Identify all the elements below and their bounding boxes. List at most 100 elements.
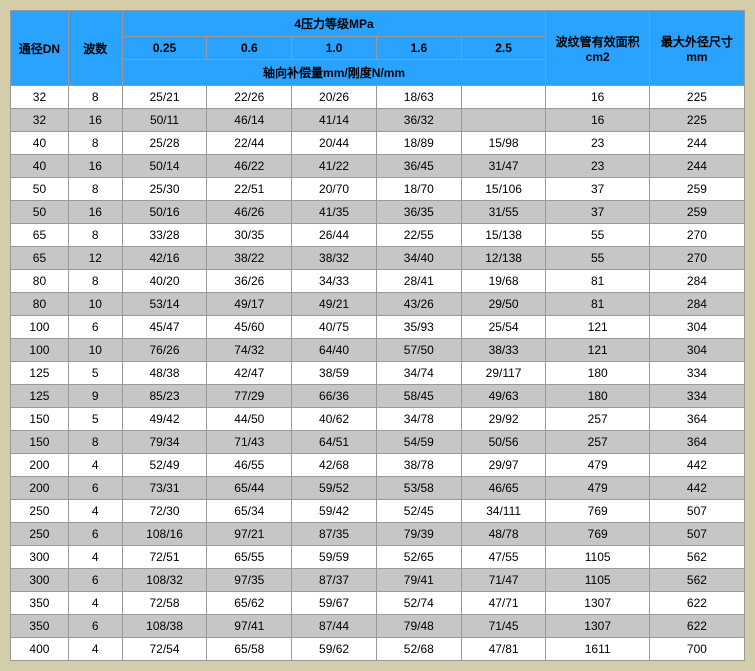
cell-p16: 79/41 <box>376 569 461 592</box>
cell-p025: 73/31 <box>122 477 207 500</box>
cell-dn: 65 <box>11 247 69 270</box>
cell-dn: 80 <box>11 293 69 316</box>
cell-p10: 38/59 <box>292 362 377 385</box>
col-header-p25: 2.5 <box>461 37 546 60</box>
cell-dn: 250 <box>11 500 69 523</box>
cell-p16: 35/93 <box>376 316 461 339</box>
table-row: 651242/1638/2238/3234/4012/13855270 <box>11 247 745 270</box>
cell-dn: 40 <box>11 132 69 155</box>
table-row: 150549/4244/5040/6234/7829/92257364 <box>11 408 745 431</box>
cell-area: 769 <box>546 523 649 546</box>
cell-dn: 150 <box>11 408 69 431</box>
cell-p025: 79/34 <box>122 431 207 454</box>
cell-bo: 6 <box>68 523 122 546</box>
cell-od: 507 <box>649 500 744 523</box>
cell-p16: 79/39 <box>376 523 461 546</box>
cell-p06: 65/58 <box>207 638 292 661</box>
cell-p06: 74/32 <box>207 339 292 362</box>
cell-bo: 6 <box>68 316 122 339</box>
cell-od: 304 <box>649 316 744 339</box>
cell-p25 <box>461 109 546 132</box>
cell-area: 55 <box>546 224 649 247</box>
cell-p06: 65/44 <box>207 477 292 500</box>
cell-area: 479 <box>546 454 649 477</box>
cell-p06: 65/62 <box>207 592 292 615</box>
table-row: 32825/2122/2620/2618/6316225 <box>11 86 745 109</box>
col-header-bo: 波数 <box>68 11 122 86</box>
cell-p25: 29/92 <box>461 408 546 431</box>
cell-p10: 41/14 <box>292 109 377 132</box>
table-row: 501650/1646/2641/3536/3531/5537259 <box>11 201 745 224</box>
table-row: 2506108/1697/2187/3579/3948/78769507 <box>11 523 745 546</box>
cell-od: 442 <box>649 454 744 477</box>
cell-p025: 25/30 <box>122 178 207 201</box>
cell-p025: 53/14 <box>122 293 207 316</box>
cell-bo: 8 <box>68 86 122 109</box>
cell-p16: 58/45 <box>376 385 461 408</box>
cell-p16: 18/89 <box>376 132 461 155</box>
cell-bo: 16 <box>68 109 122 132</box>
cell-p25: 47/81 <box>461 638 546 661</box>
table-row: 200452/4946/5542/6838/7829/97479442 <box>11 454 745 477</box>
cell-p25: 15/106 <box>461 178 546 201</box>
cell-od: 284 <box>649 293 744 316</box>
cell-p16: 36/45 <box>376 155 461 178</box>
cell-bo: 6 <box>68 477 122 500</box>
cell-p06: 46/55 <box>207 454 292 477</box>
cell-p025: 25/21 <box>122 86 207 109</box>
cell-p16: 52/68 <box>376 638 461 661</box>
cell-dn: 100 <box>11 339 69 362</box>
cell-p10: 40/62 <box>292 408 377 431</box>
cell-p06: 46/26 <box>207 201 292 224</box>
cell-p25 <box>461 86 546 109</box>
cell-od: 442 <box>649 477 744 500</box>
table-row: 250472/3065/3459/4252/4534/111769507 <box>11 500 745 523</box>
cell-dn: 50 <box>11 201 69 224</box>
table-row: 65833/2830/3526/4422/5515/13855270 <box>11 224 745 247</box>
cell-p025: 72/30 <box>122 500 207 523</box>
cell-p16: 34/78 <box>376 408 461 431</box>
col-header-p16: 1.6 <box>376 37 461 60</box>
cell-od: 364 <box>649 431 744 454</box>
cell-p16: 79/48 <box>376 615 461 638</box>
cell-p16: 36/32 <box>376 109 461 132</box>
cell-bo: 16 <box>68 155 122 178</box>
cell-area: 121 <box>546 316 649 339</box>
cell-od: 270 <box>649 224 744 247</box>
cell-p16: 43/26 <box>376 293 461 316</box>
cell-dn: 300 <box>11 569 69 592</box>
col-header-pressure-sub: 轴向补偿量mm/刚度N/mm <box>122 60 546 86</box>
cell-bo: 10 <box>68 339 122 362</box>
cell-area: 81 <box>546 270 649 293</box>
cell-p06: 65/55 <box>207 546 292 569</box>
cell-p025: 76/26 <box>122 339 207 362</box>
cell-p10: 87/37 <box>292 569 377 592</box>
cell-od: 284 <box>649 270 744 293</box>
cell-p25: 50/56 <box>461 431 546 454</box>
cell-p25: 47/71 <box>461 592 546 615</box>
cell-p25: 31/55 <box>461 201 546 224</box>
table-row: 300472/5165/5559/5952/6547/551105562 <box>11 546 745 569</box>
cell-p06: 22/44 <box>207 132 292 155</box>
cell-od: 334 <box>649 385 744 408</box>
table-row: 100645/4745/6040/7535/9325/54121304 <box>11 316 745 339</box>
cell-p025: 33/28 <box>122 224 207 247</box>
cell-bo: 9 <box>68 385 122 408</box>
cell-p06: 38/22 <box>207 247 292 270</box>
cell-area: 1307 <box>546 615 649 638</box>
cell-p16: 18/70 <box>376 178 461 201</box>
cell-p06: 46/22 <box>207 155 292 178</box>
cell-bo: 4 <box>68 638 122 661</box>
cell-p025: 108/32 <box>122 569 207 592</box>
cell-p025: 72/51 <box>122 546 207 569</box>
cell-p10: 49/21 <box>292 293 377 316</box>
table-row: 400472/5465/5859/6252/6847/811611700 <box>11 638 745 661</box>
cell-od: 334 <box>649 362 744 385</box>
cell-area: 1105 <box>546 546 649 569</box>
cell-p25: 15/98 <box>461 132 546 155</box>
cell-p10: 59/59 <box>292 546 377 569</box>
cell-bo: 8 <box>68 224 122 247</box>
cell-dn: 100 <box>11 316 69 339</box>
cell-p025: 108/38 <box>122 615 207 638</box>
cell-dn: 350 <box>11 592 69 615</box>
